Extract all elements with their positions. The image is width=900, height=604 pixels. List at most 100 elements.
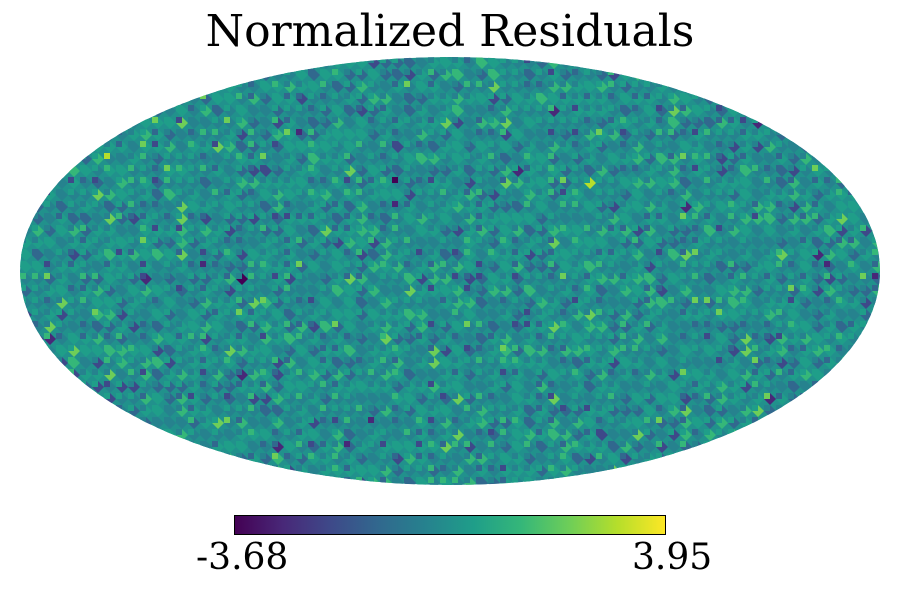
residual-pixel bbox=[320, 105, 326, 111]
residual-pixel bbox=[704, 189, 710, 195]
residual-pixel bbox=[140, 309, 146, 315]
residual-pixel bbox=[320, 369, 326, 375]
residual-pixel bbox=[68, 273, 74, 279]
residual-pixel bbox=[560, 153, 566, 159]
residual-pixel bbox=[524, 477, 530, 483]
residual-pixel bbox=[824, 309, 830, 315]
residual-pixel bbox=[368, 249, 374, 255]
residual-pixel bbox=[440, 453, 446, 459]
residual-pixel bbox=[212, 81, 218, 87]
residual-pixel bbox=[608, 345, 614, 351]
residual-pixel bbox=[512, 405, 518, 411]
chart-title: Normalized Residuals bbox=[205, 6, 695, 57]
residual-pixel bbox=[356, 417, 362, 423]
residual-pixel bbox=[644, 213, 650, 219]
residual-pixel bbox=[416, 189, 422, 195]
residual-pixel bbox=[356, 321, 362, 327]
residual-pixel bbox=[548, 309, 554, 315]
residual-pixel bbox=[404, 165, 410, 171]
residual-pixel bbox=[368, 213, 374, 219]
residual-pixel bbox=[860, 225, 866, 231]
residual-pixel bbox=[524, 129, 530, 135]
residual-pixel bbox=[20, 321, 32, 333]
residual-pixel bbox=[764, 177, 770, 183]
residual-pixel bbox=[104, 345, 110, 351]
residual-pixel bbox=[836, 165, 842, 171]
residual-pixel bbox=[212, 309, 218, 315]
residual-pixel bbox=[332, 273, 338, 279]
residual-pixel bbox=[548, 345, 554, 351]
residual-pixel bbox=[536, 333, 542, 339]
residual-pixel bbox=[644, 201, 650, 207]
residual-pixel bbox=[524, 405, 530, 411]
residual-pixel bbox=[152, 261, 158, 267]
residual-pixel bbox=[128, 297, 134, 303]
residual-pixel bbox=[680, 441, 686, 447]
residual-pixel bbox=[236, 177, 242, 183]
residual-pixel bbox=[728, 357, 734, 363]
residual-pixel bbox=[668, 105, 674, 111]
residual-pixel bbox=[44, 213, 50, 219]
residual-pixel bbox=[536, 417, 542, 423]
residual-pixel bbox=[404, 429, 410, 435]
residual-pixel bbox=[464, 273, 470, 279]
residual-pixel bbox=[248, 201, 254, 207]
residual-pixel bbox=[356, 345, 362, 351]
residual-pixel bbox=[188, 333, 194, 339]
residual-pixel bbox=[656, 273, 662, 279]
residual-pixel bbox=[332, 417, 338, 423]
residual-pixel bbox=[656, 333, 662, 339]
residual-pixel bbox=[80, 381, 86, 387]
residual-pixel bbox=[140, 393, 146, 399]
residual-pixel bbox=[644, 249, 650, 255]
residual-pixel bbox=[728, 429, 734, 435]
residual-pixel bbox=[296, 261, 302, 267]
residual-pixel bbox=[188, 309, 194, 315]
residual-pixel bbox=[680, 309, 686, 315]
residual-pixel bbox=[500, 477, 506, 483]
residual-pixel bbox=[236, 381, 242, 387]
residual-pixel bbox=[320, 93, 326, 99]
residual-pixel bbox=[404, 297, 410, 303]
residual-pixel bbox=[344, 201, 350, 207]
residual-pixel bbox=[332, 153, 338, 159]
residual-pixel bbox=[200, 357, 206, 363]
residual-pixel bbox=[476, 105, 482, 111]
residual-pixel bbox=[872, 225, 878, 231]
residual-pixel bbox=[848, 309, 854, 315]
residual-pixel bbox=[116, 369, 122, 375]
residual-pixel bbox=[500, 225, 506, 231]
residual-pixel bbox=[608, 441, 614, 447]
residual-pixel bbox=[452, 369, 458, 375]
residual-pixel bbox=[380, 69, 386, 75]
residual-pixel bbox=[440, 309, 446, 315]
residual-pixel bbox=[176, 369, 182, 375]
residual-pixel bbox=[296, 141, 302, 147]
residual-pixel bbox=[428, 357, 434, 363]
residual-pixel bbox=[368, 417, 374, 423]
residual-pixel bbox=[140, 333, 146, 339]
residual-pixel bbox=[284, 153, 290, 159]
residual-pixel bbox=[128, 177, 134, 183]
residual-pixel bbox=[380, 141, 386, 147]
residual-pixel bbox=[812, 213, 818, 219]
residual-pixel bbox=[176, 393, 182, 399]
residual-pixel bbox=[320, 165, 326, 171]
residual-pixel bbox=[824, 213, 830, 219]
residual-pixel bbox=[248, 429, 254, 435]
residual-pixel bbox=[584, 129, 590, 135]
residual-pixel bbox=[152, 201, 158, 207]
residual-pixel bbox=[404, 309, 410, 315]
residual-pixel bbox=[536, 357, 542, 363]
residual-pixel bbox=[620, 177, 626, 183]
residual-pixel bbox=[32, 189, 38, 195]
residual-pixel bbox=[212, 165, 218, 171]
residual-pixel bbox=[716, 225, 722, 231]
residual-pixel bbox=[200, 117, 206, 123]
residual-pixel bbox=[740, 165, 746, 171]
residual-pixel bbox=[812, 285, 818, 291]
residual-pixel bbox=[584, 93, 590, 99]
residual-pixel bbox=[260, 105, 266, 111]
residual-pixel bbox=[668, 453, 674, 459]
residual-pixel bbox=[344, 129, 350, 135]
